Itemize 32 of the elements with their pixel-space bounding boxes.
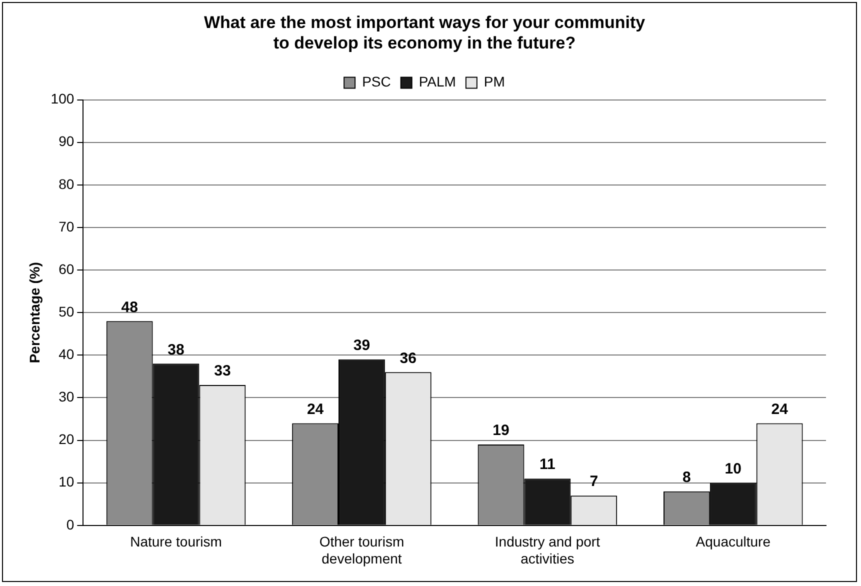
y-tick-label: 70 — [58, 218, 74, 234]
y-tick-label: 90 — [58, 133, 74, 150]
legend-label: PM — [484, 74, 505, 90]
x-tick-label: Aquaculture — [696, 534, 771, 550]
legend-label: PALM — [418, 74, 456, 90]
y-tick-label: 20 — [58, 431, 74, 448]
data-label: 19 — [492, 422, 510, 440]
y-tick-label: 30 — [58, 388, 74, 405]
legend-label: PSC — [362, 74, 391, 90]
y-tick-label: 0 — [66, 516, 74, 532]
y-tick-label: 40 — [58, 346, 74, 362]
y-tick-label: 60 — [58, 260, 74, 277]
data-label: 8 — [682, 468, 691, 486]
data-label: 39 — [353, 337, 370, 354]
data-label: 11 — [540, 456, 556, 474]
y-axis-title: Percentage (%) — [26, 262, 42, 364]
data-label: 24 — [771, 400, 789, 418]
data-label: 24 — [306, 400, 324, 418]
data-label: 33 — [214, 362, 231, 380]
data-label: 48 — [121, 298, 138, 316]
x-tick-label: Other tourism development — [319, 534, 404, 566]
x-tick-label: Industry and port activities — [494, 534, 600, 566]
y-tick-label: 50 — [58, 303, 74, 320]
data-label: 38 — [168, 341, 184, 358]
data-label: 36 — [400, 350, 416, 367]
chart-title: What are the most important ways for your community to develop its economy in the future? — [204, 12, 646, 52]
x-tick-label: Nature tourism — [130, 534, 222, 550]
data-label: 10 — [724, 460, 742, 478]
data-label: 7 — [590, 473, 598, 490]
y-tick-label: 10 — [58, 474, 74, 490]
y-tick-label: 80 — [58, 176, 74, 192]
y-tick-label: 100 — [50, 90, 74, 107]
